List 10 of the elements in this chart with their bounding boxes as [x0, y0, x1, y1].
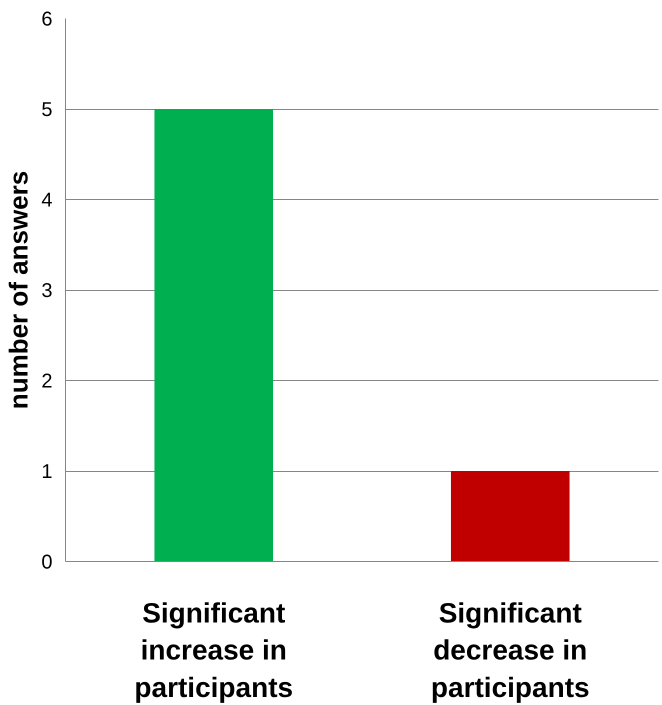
y-tick-label: 0 [41, 552, 52, 574]
y-tick-label: 2 [41, 370, 52, 392]
x-tick-label: Significant increase in participants [134, 598, 294, 703]
y-tick-label: 3 [41, 280, 52, 302]
y-tick-label: 5 [41, 99, 52, 121]
y-tick-label: 1 [41, 461, 52, 483]
y-tick-label: 6 [41, 8, 52, 30]
x-tick-label: Significant decrease in participants [430, 598, 590, 703]
y-axis-title: number of answers [3, 170, 34, 410]
y-tick-label: 4 [41, 190, 52, 212]
